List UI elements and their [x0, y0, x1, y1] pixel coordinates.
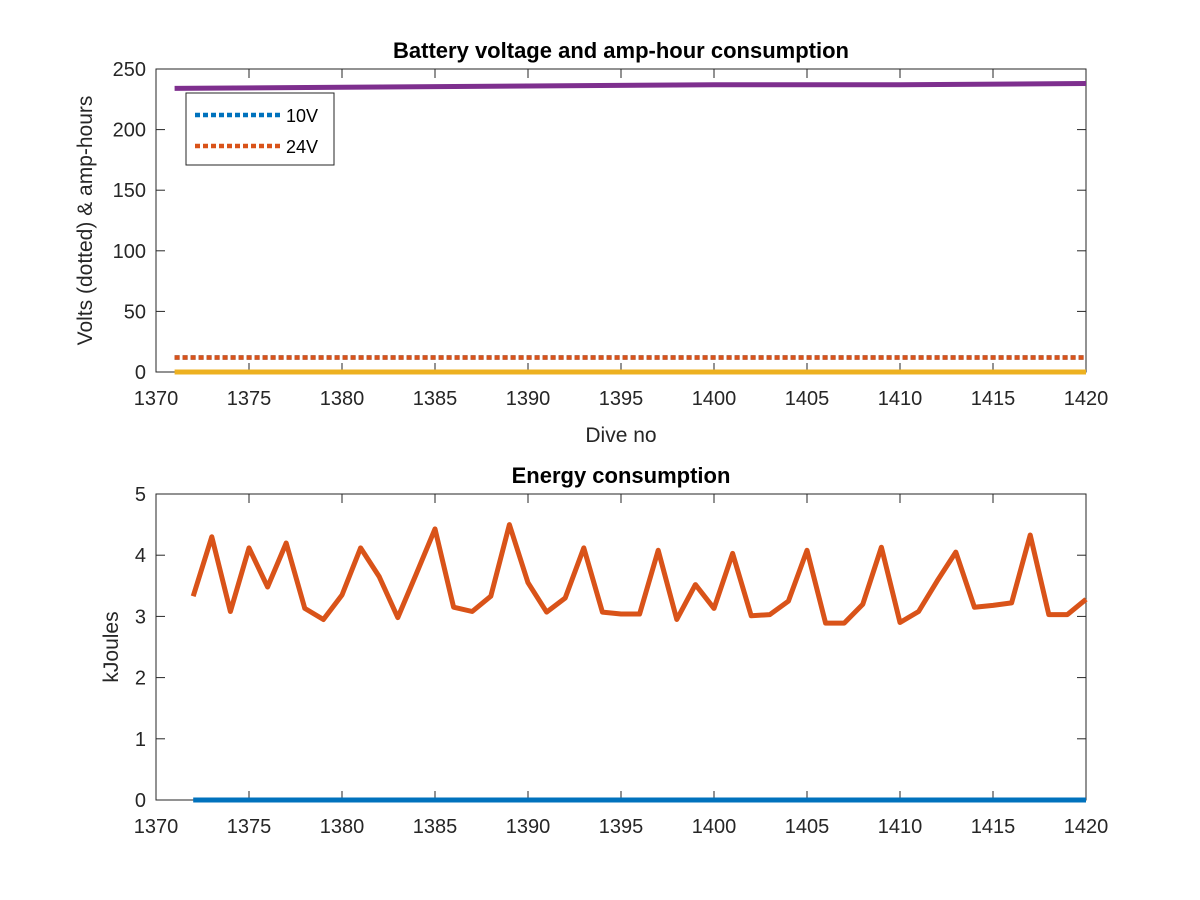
chart1-y-axis-label: Volts (dotted) & amp-hours [74, 96, 97, 346]
chart1-series-4-line [174, 81, 1087, 91]
chart2-y-tick-label: 0 [135, 790, 146, 812]
chart1-y-tick-label: 100 [113, 241, 146, 263]
chart2-y-tick-label: 5 [135, 484, 146, 506]
chart2-y-tick-label: 2 [135, 668, 146, 690]
chart2-x-tick-label: 1370 [134, 816, 179, 838]
chart1-x-tick-label: 1410 [878, 388, 923, 410]
chart2-y-tick-label: 4 [135, 545, 146, 567]
chart2-x-tick-label: 1400 [692, 816, 737, 838]
chart2-x-tick-label: 1390 [506, 816, 551, 838]
chart1-x-tick-label: 1395 [599, 388, 644, 410]
chart1-x-tick-label: 1375 [227, 388, 272, 410]
chart1-x-axis-label: Dive no [585, 424, 656, 447]
chart1-x-tick-label: 1420 [1064, 388, 1109, 410]
bottom-chart: 1370 1375 1380 1385 1390 1395 1400 1405 1410 1415… [100, 463, 1108, 838]
chart1-y-tick-label: 200 [113, 120, 146, 142]
chart1-legend: 10V 24V [185, 92, 335, 166]
chart1-title: Battery voltage and amp-hour consumption [393, 38, 849, 63]
chart1-y-tick-label: 150 [113, 180, 146, 202]
chart1-x-tick-label: 1415 [971, 388, 1016, 410]
chart2-x-tick-label: 1410 [878, 816, 923, 838]
chart1-legend-label: 10V [286, 106, 318, 126]
chart2-y-tick-label: 1 [135, 729, 146, 751]
chart2-y-tick-label: 3 [135, 606, 146, 628]
chart2-x-tick-label: 1420 [1064, 816, 1109, 838]
chart1-x-tick-label: 1405 [785, 388, 830, 410]
chart1-x-tick-label: 1390 [506, 388, 551, 410]
chart2-x-tick-label: 1415 [971, 816, 1016, 838]
chart2-x-tick-label: 1380 [320, 816, 365, 838]
chart1-legend-label: 24V [286, 137, 318, 157]
chart1-y-tick-label: 0 [135, 362, 146, 384]
chart2-x-tick-label: 1385 [413, 816, 458, 838]
chart1-y-tick-label: 50 [124, 301, 146, 323]
chart1-legend-box [185, 92, 335, 166]
top-chart: 1370 1375 1380 1385 1390 1395 1400 1405 1410 1415… [74, 38, 1108, 447]
chart1-x-tick-label: 1400 [692, 388, 737, 410]
chart1-x-tick-label: 1370 [134, 388, 179, 410]
chart2-x-tick-label: 1395 [599, 816, 644, 838]
chart2-series-2-line [190, 522, 1088, 626]
chart2-x-tick-label: 1405 [785, 816, 830, 838]
chart2-axes-box [155, 493, 1087, 801]
chart2-y-axis-label: kJoules [100, 611, 123, 682]
chart1-x-tick-label: 1385 [413, 388, 458, 410]
chart1-x-tick-label: 1380 [320, 388, 365, 410]
chart2-title: Energy consumption [512, 463, 731, 488]
chart1-y-tick-label: 250 [113, 59, 146, 81]
chart2-x-tick-label: 1375 [227, 816, 272, 838]
